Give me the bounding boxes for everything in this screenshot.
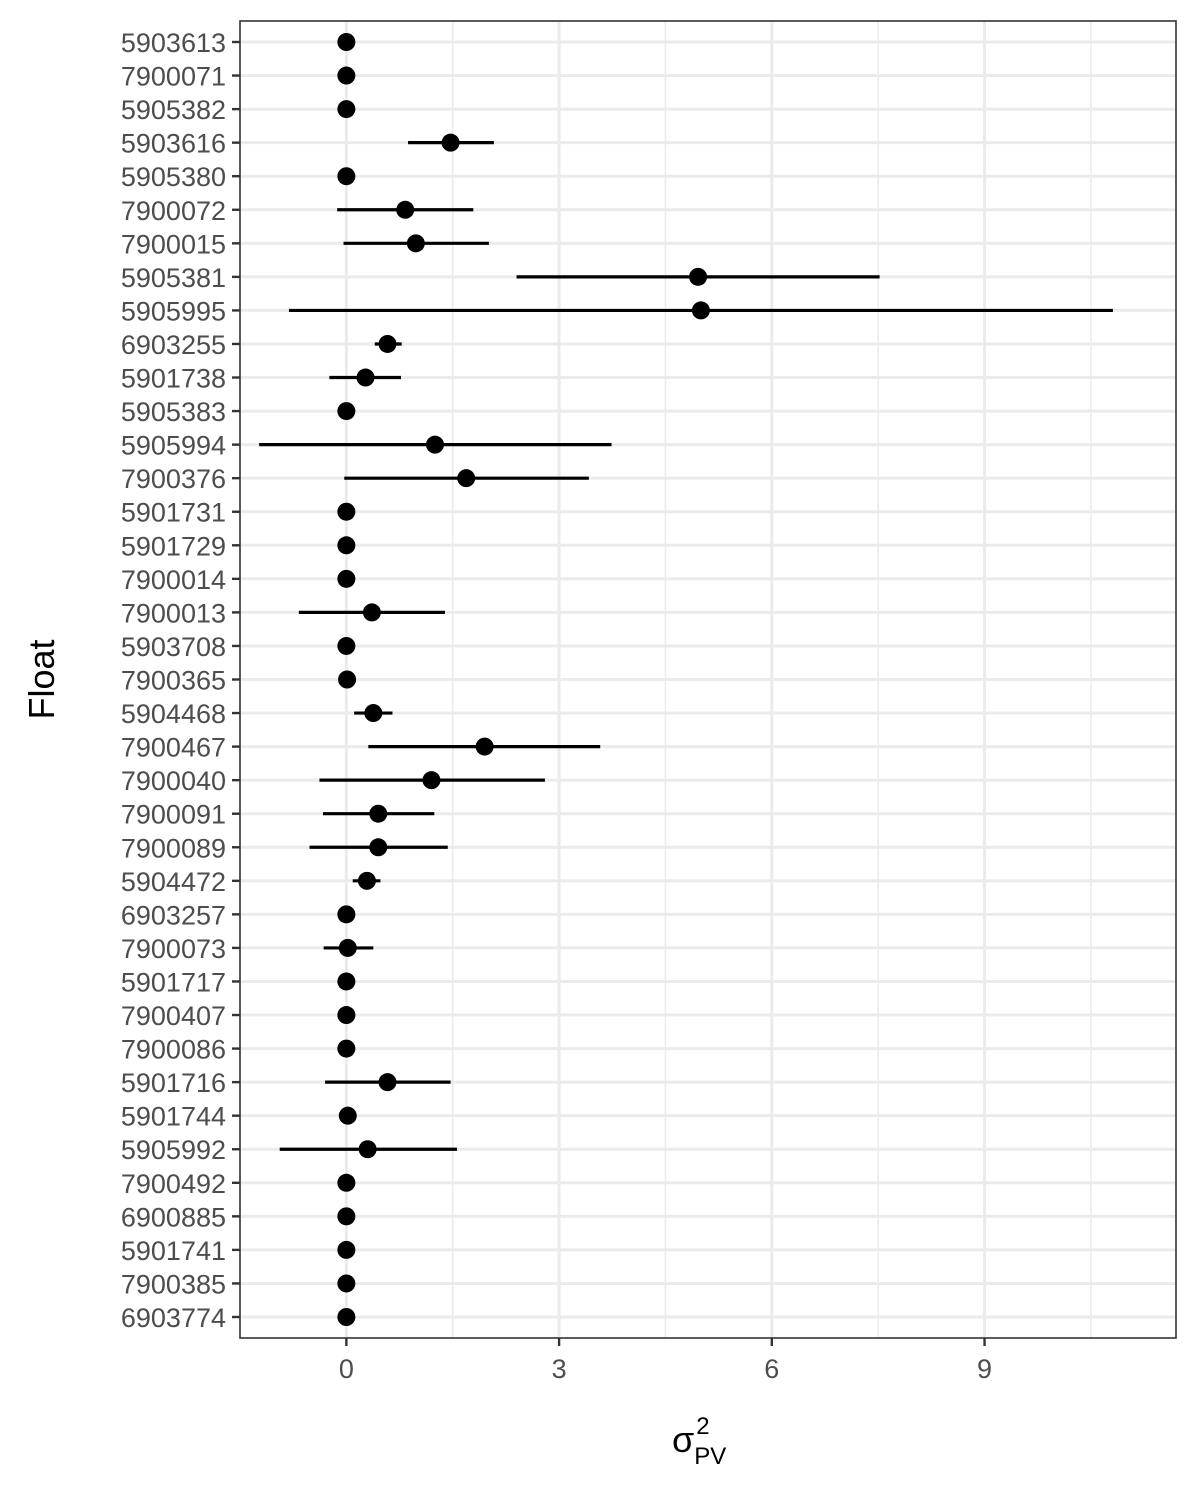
x-tick-label: 6 — [764, 1354, 779, 1384]
y-tick-label: 7900040 — [121, 766, 226, 796]
x-axis-title-symbol: σ — [672, 1419, 694, 1460]
y-tick-label: 7900492 — [121, 1169, 226, 1199]
data-point — [406, 234, 425, 253]
data-point — [364, 704, 383, 723]
y-tick-label: 5901738 — [121, 364, 226, 394]
y-tick-label: 7900385 — [121, 1269, 226, 1299]
data-point — [457, 469, 476, 488]
y-tick-label: 7900365 — [121, 666, 226, 696]
gridlines — [239, 21, 1176, 1338]
y-tick-label: 5905383 — [121, 397, 226, 427]
y-tick-label: 7900091 — [121, 800, 226, 830]
data-point — [337, 1173, 356, 1192]
y-tick-label: 6903255 — [121, 330, 226, 360]
y-tick-label: 7900086 — [121, 1035, 226, 1065]
data-point — [378, 334, 397, 353]
data-point — [357, 871, 376, 890]
y-tick-label: 5901731 — [121, 498, 226, 528]
x-tick-label: 9 — [977, 1354, 992, 1384]
y-tick-label: 7900376 — [121, 464, 226, 494]
y-tick-label: 7900015 — [121, 229, 226, 259]
y-tick-label: 5905995 — [121, 296, 226, 326]
y-tick-label: 5905382 — [121, 95, 226, 125]
y-tick-label: 6903257 — [121, 900, 226, 930]
data-point — [338, 938, 357, 957]
data-point — [337, 1207, 356, 1226]
data-point — [337, 569, 356, 588]
y-tick-label: 5905992 — [121, 1135, 226, 1165]
data-point — [369, 804, 388, 823]
y-tick-label: 5903616 — [121, 129, 226, 159]
data-point — [369, 838, 388, 857]
data-point — [337, 1240, 356, 1259]
data-point — [337, 1039, 356, 1058]
data-point — [441, 133, 460, 152]
y-tick-label: 5901729 — [121, 531, 226, 561]
data-point — [337, 636, 356, 655]
data-marks — [259, 33, 1113, 1326]
y-tick-label: 7900072 — [121, 196, 226, 226]
y-tick-label: 5901716 — [121, 1068, 226, 1098]
x-tick-label: 3 — [552, 1354, 567, 1384]
data-point — [362, 603, 381, 622]
data-point — [475, 737, 494, 756]
y-axis-title: Float — [21, 639, 62, 719]
x-axis-title-superscript: 2 — [696, 1413, 709, 1440]
y-tick-label: 5904468 — [121, 699, 226, 729]
data-point — [337, 1308, 356, 1326]
y-tick-label: 5905381 — [121, 263, 226, 293]
y-tick-label: 5903708 — [121, 632, 226, 662]
data-point — [337, 905, 356, 924]
data-point — [689, 267, 708, 286]
data-point — [337, 1274, 356, 1293]
y-tick-label: 5904472 — [121, 867, 226, 897]
y-tick-label: 5905380 — [121, 162, 226, 192]
y-tick-label: 7900089 — [121, 833, 226, 863]
data-point — [337, 972, 356, 991]
y-tick-label: 7900467 — [121, 733, 226, 763]
x-axis-title-subscript: PV — [694, 1443, 726, 1470]
data-point — [396, 200, 415, 219]
data-point — [356, 368, 375, 387]
data-point — [338, 1106, 357, 1125]
y-tick-label: 7900014 — [121, 565, 226, 595]
y-tick-label: 5901717 — [121, 967, 226, 997]
data-point — [337, 402, 356, 421]
y-tick-label: 7900013 — [121, 598, 226, 628]
data-point — [337, 100, 356, 119]
data-point — [358, 1140, 377, 1159]
data-point — [337, 502, 356, 521]
data-point — [337, 1006, 356, 1025]
data-point — [337, 536, 356, 555]
data-point — [337, 66, 356, 85]
data-point — [337, 33, 356, 51]
x-axis: 0 3 6 9 — [339, 1338, 992, 1384]
y-tick-label: 6900885 — [121, 1202, 226, 1232]
y-tick-label: 5901741 — [121, 1236, 226, 1266]
y-tick-label: 7900071 — [121, 62, 226, 92]
x-tick-label: 0 — [339, 1354, 354, 1384]
data-point — [691, 301, 710, 320]
data-point — [422, 771, 441, 790]
y-tick-label: 5903613 — [121, 28, 226, 58]
x-axis-title: σPV 2 — [672, 1413, 726, 1470]
y-tick-label: 5901744 — [121, 1102, 226, 1132]
data-point — [426, 435, 444, 454]
data-point — [338, 670, 357, 689]
y-tick-label: 5905994 — [121, 431, 226, 461]
y-tick-label: 7900407 — [121, 1001, 226, 1031]
y-tick-label: 6903774 — [121, 1303, 226, 1333]
y-tick-label: 7900073 — [121, 934, 226, 964]
data-point — [378, 1073, 397, 1092]
data-point — [337, 167, 356, 186]
